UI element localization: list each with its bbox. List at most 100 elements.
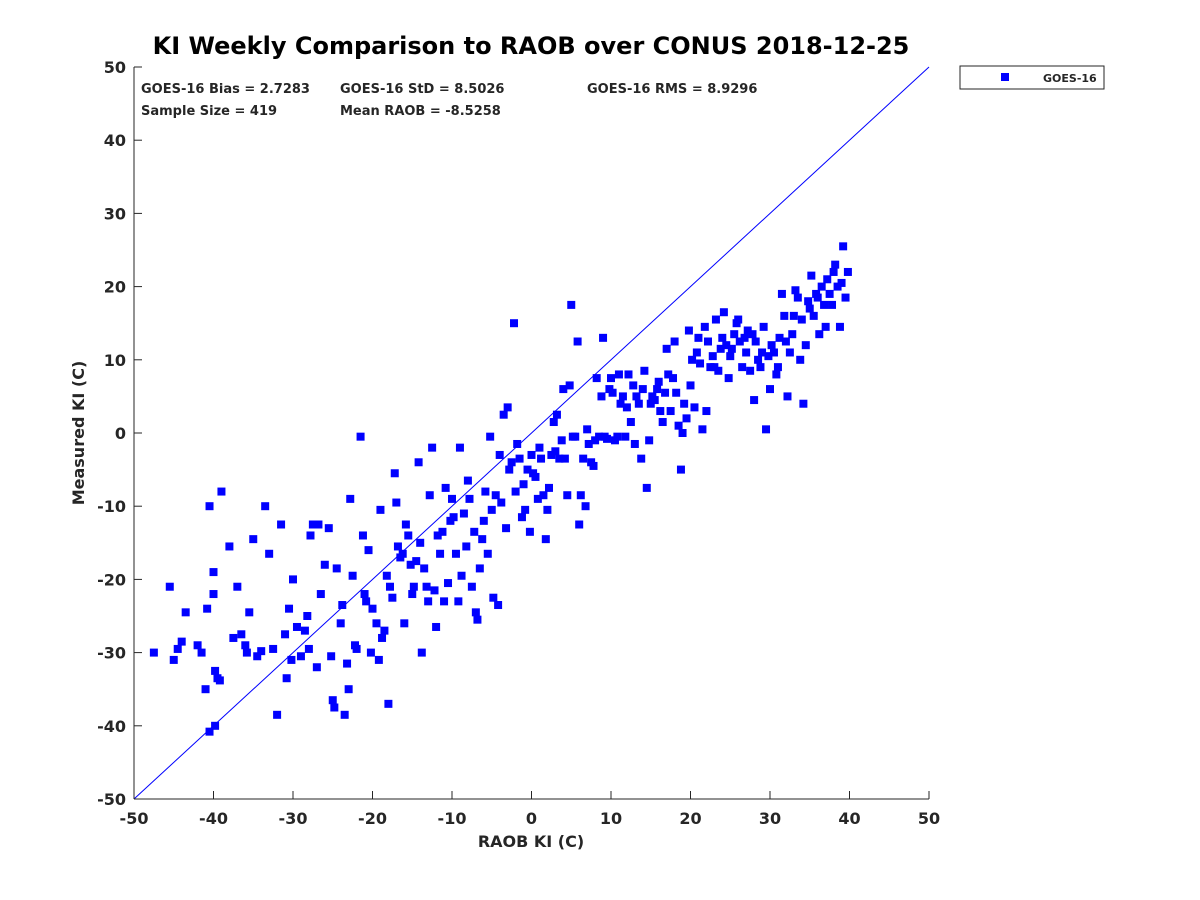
data-point [599, 333, 608, 342]
data-point [676, 465, 685, 474]
data-point [793, 293, 802, 302]
data-point [285, 604, 294, 613]
data-point [360, 590, 369, 599]
data-point [730, 330, 739, 339]
legend: GOES-16 [959, 65, 1105, 90]
data-point [748, 330, 757, 339]
data-point [400, 619, 409, 628]
data-point [483, 549, 492, 558]
x-tick-label: 30 [759, 809, 781, 828]
data-point [686, 381, 695, 390]
data-point [273, 710, 282, 719]
data-point [479, 516, 488, 525]
data-point [804, 297, 813, 306]
data-point [356, 432, 365, 441]
y-tick-label: 0 [115, 424, 126, 443]
data-point [670, 337, 679, 346]
data-point [684, 326, 693, 335]
data-point [193, 641, 202, 650]
data-point [470, 527, 479, 536]
stat-mean-raob: Mean RAOB = -8.5258 [340, 104, 501, 119]
data-point [801, 341, 810, 350]
data-point [237, 630, 246, 639]
y-tick-label: -50 [97, 790, 126, 809]
stat-sample-size: Sample Size = 419 [141, 104, 277, 119]
data-point [308, 520, 317, 529]
data-point [756, 363, 765, 372]
data-point [640, 366, 649, 375]
data-point [743, 326, 752, 335]
data-point [510, 319, 519, 328]
data-point [543, 505, 552, 514]
data-point [432, 622, 441, 631]
data-point [330, 703, 339, 712]
y-tick-label: 20 [104, 278, 126, 297]
data-point [698, 425, 707, 434]
data-point [205, 727, 214, 736]
data-point [726, 352, 735, 361]
data-point [494, 601, 503, 610]
legend-label: GOES-16 [1043, 72, 1097, 85]
reference-line [133, 66, 930, 800]
data-point [374, 655, 383, 664]
data-point [831, 260, 840, 269]
data-point [430, 586, 439, 595]
data-point [750, 396, 759, 405]
data-point [785, 348, 794, 357]
data-point [622, 403, 631, 412]
data-point [358, 531, 367, 540]
data-point [300, 626, 309, 635]
data-point [338, 601, 347, 610]
x-tick-label: 10 [600, 809, 622, 828]
legend-marker [1001, 73, 1009, 81]
x-tick-label: -50 [120, 809, 149, 828]
data-point [805, 304, 814, 313]
data-point [740, 333, 749, 342]
data-point [616, 399, 625, 408]
data-point [428, 443, 437, 452]
data-point [229, 633, 238, 642]
data-point [441, 483, 450, 492]
data-point [414, 458, 423, 467]
data-point [674, 421, 683, 430]
data-point [624, 370, 633, 379]
data-point [406, 560, 415, 569]
data-point [565, 381, 574, 390]
data-point [746, 366, 755, 375]
data-point [549, 418, 558, 427]
data-point [589, 461, 598, 470]
data-point [451, 549, 460, 558]
data-point [754, 355, 763, 364]
data-point [579, 454, 588, 463]
data-point [408, 590, 417, 599]
data-point [837, 278, 846, 287]
data-point [742, 348, 751, 357]
data-point [555, 454, 564, 463]
data-point [669, 374, 678, 383]
data-point [420, 564, 429, 573]
data-point [690, 403, 699, 412]
data-point [630, 439, 639, 448]
data-point [708, 352, 717, 361]
data-point [376, 505, 385, 514]
data-point [463, 476, 472, 485]
data-point [507, 458, 516, 467]
data-point [592, 374, 601, 383]
data-point [314, 520, 323, 529]
data-point [791, 286, 800, 295]
data-point [780, 311, 789, 320]
data-point [692, 348, 701, 357]
x-tick-label: -10 [438, 809, 467, 828]
data-point [401, 520, 410, 529]
data-point [781, 337, 790, 346]
data-point [433, 531, 442, 540]
data-point [211, 666, 220, 675]
data-point [694, 333, 703, 342]
y-tick-label: 30 [104, 204, 126, 223]
data-point [388, 593, 397, 602]
data-point [700, 322, 709, 331]
x-tick-label: -20 [358, 809, 387, 828]
data-point [541, 535, 550, 544]
data-point [265, 549, 274, 558]
